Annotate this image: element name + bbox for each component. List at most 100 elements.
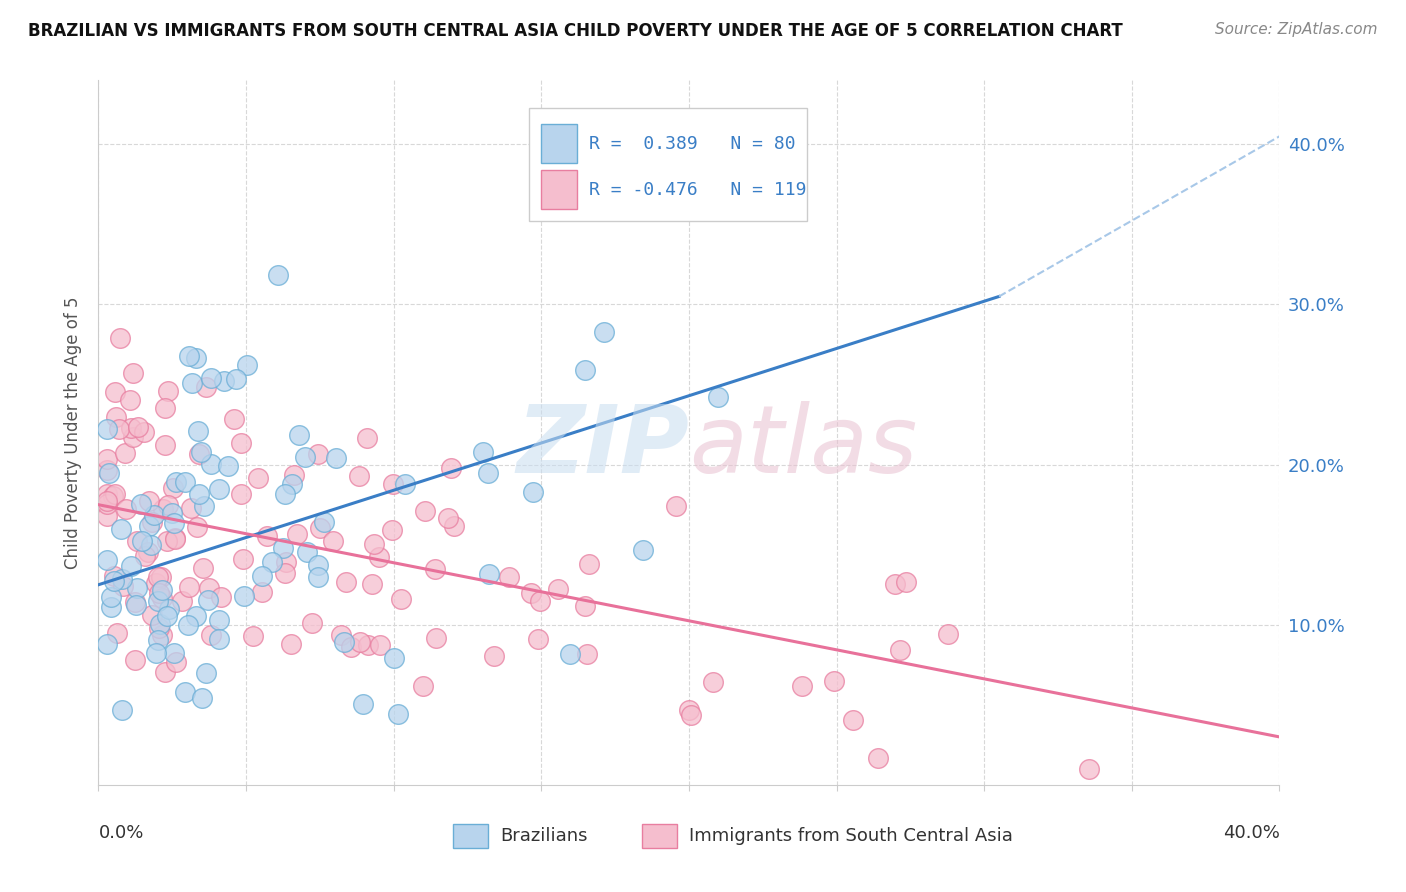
Point — [172, 593, 194, 607]
Point — [381, 523, 404, 537]
Point — [592, 325, 614, 339]
Point — [224, 412, 246, 426]
Point — [197, 581, 219, 595]
Point — [274, 487, 297, 501]
Point — [103, 569, 125, 583]
Text: 0.0%: 0.0% — [98, 823, 143, 842]
Point — [440, 460, 463, 475]
Point — [884, 577, 907, 591]
Point — [312, 515, 335, 529]
Point — [233, 589, 256, 603]
Point — [631, 543, 654, 558]
Point — [333, 635, 356, 649]
Point — [329, 628, 352, 642]
Point — [574, 362, 596, 376]
Point — [110, 331, 132, 345]
Text: atlas: atlas — [689, 401, 917, 492]
Point — [187, 425, 209, 439]
Point — [104, 486, 127, 500]
Point — [208, 613, 231, 627]
Point — [339, 640, 361, 655]
Point — [267, 268, 290, 282]
Point — [186, 351, 208, 365]
Point — [165, 475, 187, 490]
Point — [152, 628, 174, 642]
Point — [163, 646, 186, 660]
Point — [153, 401, 176, 415]
Point — [155, 438, 177, 452]
Point — [148, 633, 170, 648]
Point — [129, 497, 152, 511]
Point — [148, 570, 170, 584]
Point — [262, 555, 284, 569]
Point — [127, 420, 149, 434]
Point — [363, 537, 385, 551]
Point — [165, 655, 187, 669]
FancyBboxPatch shape — [453, 823, 488, 848]
Point — [157, 384, 180, 398]
Point — [246, 471, 269, 485]
Point — [124, 652, 146, 666]
Point — [110, 522, 132, 536]
Point — [280, 637, 302, 651]
Text: 40.0%: 40.0% — [1223, 823, 1279, 842]
Point — [212, 375, 235, 389]
Point — [527, 632, 550, 646]
Point — [349, 469, 371, 483]
Point — [322, 533, 344, 548]
Point — [96, 452, 118, 467]
Point — [307, 447, 329, 461]
Point — [138, 544, 160, 558]
Point — [150, 583, 173, 598]
Point — [142, 508, 165, 523]
Point — [217, 458, 239, 473]
Point — [184, 609, 207, 624]
Point — [105, 625, 128, 640]
Point — [193, 499, 215, 513]
Point — [382, 651, 405, 665]
Point — [841, 713, 863, 727]
Point — [194, 380, 217, 394]
Point — [425, 562, 447, 576]
Point — [96, 509, 118, 524]
Point — [936, 627, 959, 641]
Point — [274, 566, 297, 580]
Point — [138, 494, 160, 508]
Point — [148, 585, 170, 599]
Point — [412, 679, 434, 693]
Point — [790, 679, 813, 693]
Point — [176, 618, 198, 632]
Point — [301, 615, 323, 630]
Point — [368, 550, 391, 565]
Point — [186, 520, 208, 534]
Point — [823, 674, 845, 689]
Point — [145, 576, 167, 591]
Point — [484, 648, 506, 663]
Point — [124, 598, 146, 612]
Point — [153, 665, 176, 680]
Text: BRAZILIAN VS IMMIGRANTS FROM SOUTH CENTRAL ASIA CHILD POVERTY UNDER THE AGE OF 5: BRAZILIAN VS IMMIGRANTS FROM SOUTH CENTR… — [28, 22, 1123, 40]
Y-axis label: Child Poverty Under the Age of 5: Child Poverty Under the Age of 5 — [65, 296, 83, 569]
Point — [156, 498, 179, 512]
Text: R =  0.389   N = 80: R = 0.389 N = 80 — [589, 135, 796, 153]
Point — [394, 476, 416, 491]
Point — [477, 466, 499, 480]
Point — [165, 532, 187, 546]
Point — [702, 674, 724, 689]
Point — [665, 499, 688, 513]
Point — [120, 421, 142, 435]
Point — [96, 497, 118, 511]
Point — [529, 594, 551, 608]
Point — [197, 593, 219, 607]
Point — [174, 475, 197, 489]
Point — [309, 521, 332, 535]
Point — [124, 595, 146, 609]
Point — [256, 529, 278, 543]
Point — [368, 638, 391, 652]
Point — [98, 467, 121, 481]
Point — [389, 591, 412, 606]
FancyBboxPatch shape — [530, 109, 807, 221]
Point — [229, 487, 252, 501]
Point — [325, 450, 347, 465]
Point — [118, 393, 141, 408]
